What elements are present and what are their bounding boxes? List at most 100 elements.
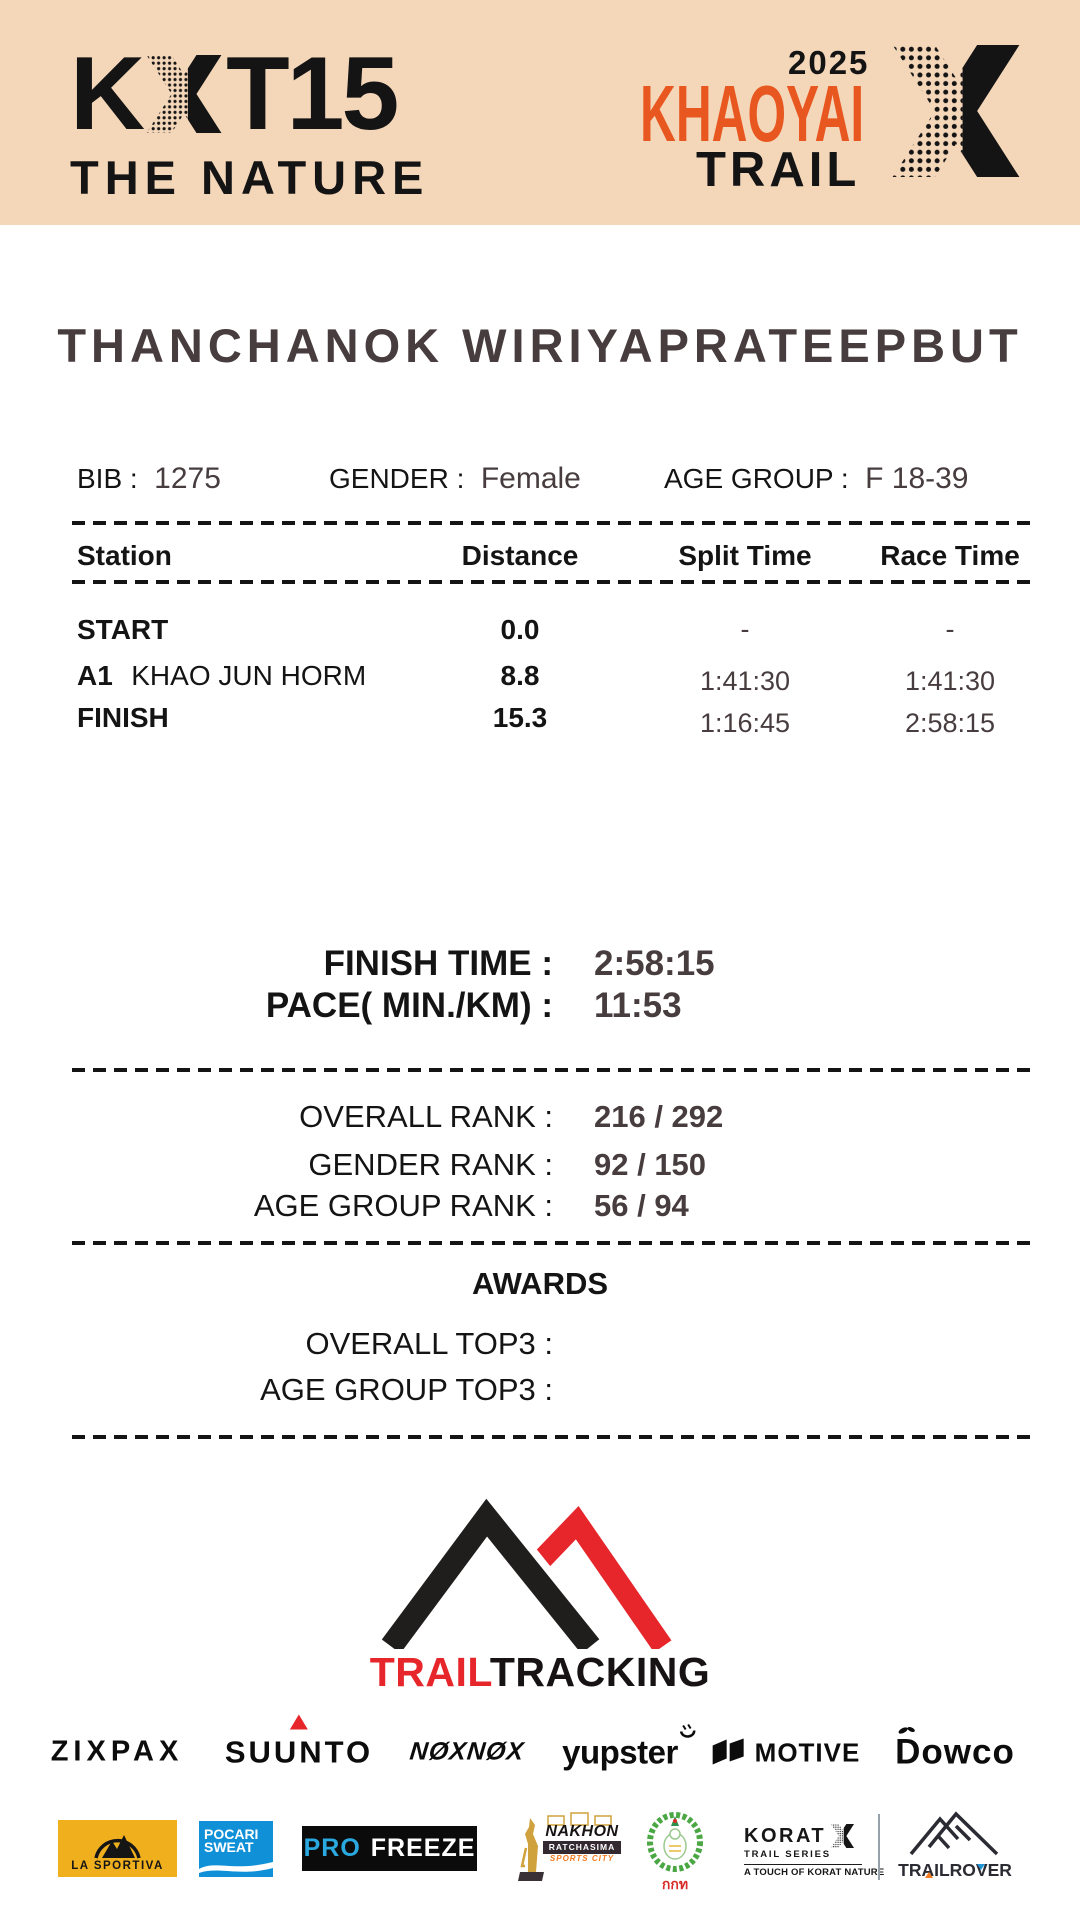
table-row-a1: A1 KHAO JUN HORM 8.8 1:41:30 1:41:30 xyxy=(0,660,1080,696)
station-code: A1 xyxy=(77,660,113,691)
kxt-x-icon xyxy=(146,55,222,133)
dowco-label: Dowco xyxy=(895,1732,1015,1772)
station-cell: START xyxy=(77,616,168,644)
sponsor-nakhon-ratchasima: NAKHON RATCHASIMA SPORTS CITY xyxy=(517,1812,621,1886)
trailrover-wordmark: TRAILROVER xyxy=(898,1860,1012,1880)
sports-city-label: SPORTS CITY xyxy=(549,1853,615,1863)
trailrover-mountains-icon xyxy=(909,1811,999,1856)
korat-wordmark-row: KORAT xyxy=(744,1824,864,1848)
trailrover-orange-triangle-icon xyxy=(925,1871,934,1878)
yupster-smiley-icon xyxy=(679,1723,696,1738)
korat-series-label: TRAIL SERIES xyxy=(744,1849,831,1860)
age-group-top3-label: AGE GROUP TOP3 : xyxy=(260,1372,553,1407)
sponsor-dowco: Dowco xyxy=(895,1727,1015,1772)
race-time-value: 2:58:15 xyxy=(904,708,996,738)
ratchasima-label: RATCHASIMA xyxy=(543,1841,621,1854)
la-sportiva-label: LA SPORTIVA xyxy=(71,1859,164,1872)
sponsor-noxnox: NØXNØX xyxy=(408,1737,526,1766)
pro-label: PRO xyxy=(303,1834,361,1862)
distance-value: 0.0 xyxy=(500,614,540,645)
sponsor-la-sportiva: LA SPORTIVA xyxy=(58,1820,177,1877)
sponsor-motive: MOTIVE xyxy=(712,1737,861,1767)
pocari-wave-icon xyxy=(199,1862,273,1873)
split-time-value: 1:16:45 xyxy=(699,708,791,738)
gender-label: GENDER : xyxy=(329,463,465,494)
sponsor-trailrover: TRAILROVER xyxy=(893,1810,1017,1880)
nakhon-gate-icon xyxy=(547,1812,612,1826)
trailtracking-wordmark: TRAILTRACKING xyxy=(0,1652,1080,1693)
distance-value: 8.8 xyxy=(500,660,540,691)
distance-value: 15.3 xyxy=(492,702,548,733)
yupster-label: yupster xyxy=(562,1733,678,1771)
bib-label: BIB : xyxy=(77,463,138,494)
pace-label: PACE( MIN./KM) : xyxy=(265,986,553,1025)
dashed-divider xyxy=(72,580,1038,584)
age-group-group: AGE GROUP : F 18-39 xyxy=(664,464,968,494)
trail-label: TRAIL xyxy=(696,143,861,197)
sat-thai-label: กกท xyxy=(661,1877,689,1893)
splits-table-header: Station Distance Split Time Race Time xyxy=(0,542,1080,572)
race-time-value: 1:41:30 xyxy=(904,666,996,696)
motive-flags-icon xyxy=(712,1738,744,1765)
freeze-label: FREEZE xyxy=(370,1834,476,1862)
sponsor-yupster: yupster xyxy=(562,1723,696,1771)
age-group-rank-value: 56 / 94 xyxy=(594,1188,689,1223)
sponsor-korat-trail-series: KORAT TRAIL SERIES A TOUCH OF KORAT NATU… xyxy=(744,1824,885,1878)
finish-time-value: 2:58:15 xyxy=(594,944,715,983)
nakhon-label: NAKHON xyxy=(545,1823,619,1840)
station-code: START xyxy=(77,614,169,645)
trailrover-blue-triangle-icon xyxy=(977,1864,986,1870)
column-header-station: Station xyxy=(77,540,172,571)
trailrover-label: TRAILROVER xyxy=(898,1860,1012,1880)
sponsor-suunto: SUUNTO xyxy=(224,1714,374,1770)
overall-rank-value: 216 / 292 xyxy=(594,1099,724,1134)
split-time-value: 1:41:30 xyxy=(699,666,791,696)
la-sportiva-arch-icon xyxy=(94,1835,141,1859)
korat-tagline: A TOUCH OF KORAT NATURE xyxy=(744,1866,885,1878)
gender-rank-value: 92 / 150 xyxy=(594,1147,707,1182)
korat-divider-line xyxy=(744,1863,862,1865)
station-cell: A1 KHAO JUN HORM xyxy=(77,662,366,690)
pocari-label-top: POCARI xyxy=(204,1826,259,1842)
dashed-divider xyxy=(72,1241,1038,1245)
kxt-prefix: K xyxy=(70,36,145,152)
the-nature-label: THE NATURE xyxy=(70,151,430,204)
motive-label: MOTIVE xyxy=(754,1737,861,1767)
header-banner: K T15 THE NATURE 2025 KHAOYAI TRAIL xyxy=(0,0,1080,225)
table-row-start: START 0.0 - - xyxy=(0,616,1080,646)
dashed-divider xyxy=(72,1068,1038,1072)
pocari-label-bottom: SWEAT xyxy=(204,1839,254,1855)
age-group-label: AGE GROUP : xyxy=(664,463,849,494)
sat-emblem-icon xyxy=(647,1812,703,1872)
dowco-leaf-icon xyxy=(898,1727,915,1734)
trailtracking-mountains-icon xyxy=(375,1497,672,1649)
sponsor-pocari-sweat: POCARI SWEAT xyxy=(199,1821,273,1877)
gender-group: GENDER : Female xyxy=(329,464,581,494)
station-cell: FINISH xyxy=(77,704,169,732)
korat-x-icon xyxy=(831,1824,855,1848)
sponsor-pro-freeze: PRO FREEZE xyxy=(302,1826,477,1871)
table-row-finish: FINISH 15.3 1:16:45 2:58:15 xyxy=(0,702,1080,738)
kxt-suffix: T15 xyxy=(226,36,399,152)
year-label: 2025 xyxy=(788,44,870,81)
nakhon-wordmark: NAKHON RATCHASIMA SPORTS CITY xyxy=(543,1824,621,1863)
overall-rank-label: OVERALL RANK : xyxy=(299,1099,553,1134)
station-code: FINISH xyxy=(77,702,169,733)
column-header-distance: Distance xyxy=(461,540,579,571)
age-group-value: F 18-39 xyxy=(865,462,969,495)
bib-group: BIB : 1275 xyxy=(77,464,221,494)
awards-title: AWARDS xyxy=(471,1266,609,1301)
khaoyai-trail-logo: 2025 KHAOYAI TRAIL xyxy=(620,28,1040,203)
pace-value: 11:53 xyxy=(594,986,682,1025)
dashed-divider xyxy=(72,1435,1038,1439)
bib-value: 1275 xyxy=(154,462,221,495)
station-name: KHAO JUN HORM xyxy=(131,660,367,691)
suunto-triangle-icon xyxy=(289,1714,308,1730)
khaoyai-x-icon xyxy=(892,45,1020,177)
dashed-divider xyxy=(72,521,1038,525)
finish-time-label: FINISH TIME : xyxy=(323,944,553,983)
split-time-value: - xyxy=(740,614,750,644)
kxt15-logo: K T15 THE NATURE xyxy=(70,42,429,201)
suunto-label: SUUNTO xyxy=(224,1734,374,1770)
